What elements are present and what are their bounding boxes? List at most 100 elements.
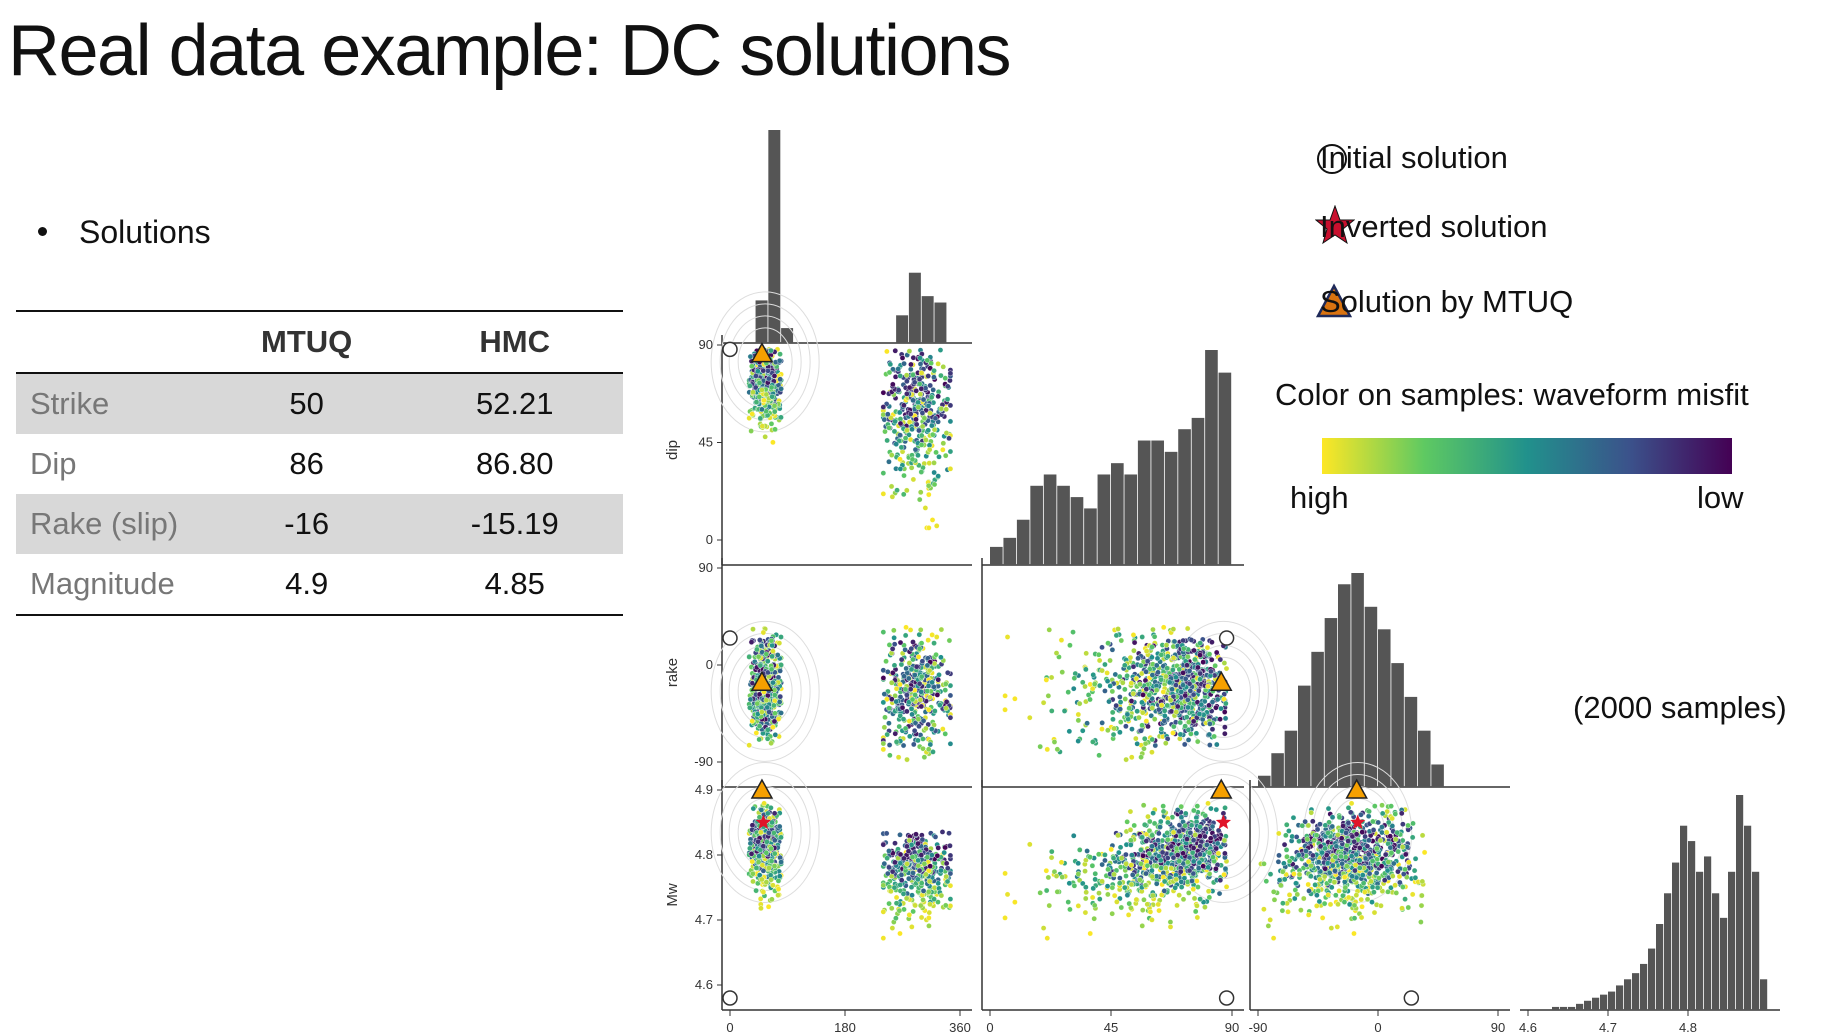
- hmc-value: 4.85: [484, 566, 545, 601]
- sample-point: [893, 894, 900, 901]
- sample-point: [1054, 746, 1061, 753]
- sample-point: [937, 702, 943, 708]
- sample-point: [880, 740, 887, 747]
- sample-point: [1126, 705, 1133, 711]
- sample-point: [938, 405, 945, 412]
- sample-point: [1111, 892, 1118, 899]
- sample-point: [1197, 851, 1203, 858]
- panel-rake-rake: [1250, 573, 1510, 788]
- sample-point: [947, 896, 954, 902]
- sample-point: [1117, 694, 1123, 700]
- sample-point: [774, 652, 781, 658]
- sample-point: [1182, 676, 1189, 682]
- sample-point: [1223, 700, 1229, 707]
- sample-point: [1143, 870, 1149, 877]
- sample-point: [1121, 662, 1128, 669]
- sample-point: [1070, 629, 1076, 635]
- sample-point: [1185, 704, 1191, 711]
- sample-point: [1146, 818, 1153, 825]
- sample-point: [1215, 827, 1222, 834]
- sample-point: [764, 839, 770, 845]
- sample-point: [947, 903, 954, 909]
- sample-point: [1204, 644, 1211, 651]
- sample-point: [1180, 637, 1186, 644]
- sample-point: [891, 635, 897, 641]
- sample-point: [770, 882, 776, 889]
- sample-point: [897, 639, 904, 646]
- sample-point: [902, 435, 909, 441]
- sample-point: [1153, 880, 1160, 887]
- sample-point: [895, 387, 902, 393]
- sample-point: [1149, 832, 1156, 839]
- sample-point: [1184, 653, 1191, 660]
- sample-point: [901, 673, 907, 680]
- sample-point: [1051, 739, 1058, 745]
- sample-point: [1180, 682, 1186, 688]
- sample-point: [1165, 819, 1171, 826]
- sample-point: [1223, 665, 1230, 672]
- sample-point: [1115, 849, 1122, 856]
- sample-point: [909, 696, 916, 703]
- sample-point: [925, 637, 931, 643]
- sample-point: [1208, 656, 1215, 663]
- sample-point: [764, 735, 771, 742]
- sample-point: [943, 873, 949, 880]
- sample-point: [1184, 859, 1191, 865]
- sample-point: [1140, 692, 1146, 698]
- sample-point: [940, 364, 947, 370]
- sample-point: [926, 915, 932, 921]
- sample-point: [1076, 847, 1083, 853]
- sample-point: [1099, 878, 1105, 885]
- histogram-bar: [921, 296, 934, 343]
- sample-point: [931, 460, 937, 466]
- sample-point: [1037, 743, 1043, 750]
- sample-point: [880, 882, 887, 889]
- sample-point: [1076, 700, 1083, 707]
- sample-point: [1137, 876, 1143, 883]
- sample-point: [935, 393, 941, 400]
- sample-point: [915, 404, 922, 411]
- sample-point: [884, 437, 890, 444]
- sample-point: [771, 373, 778, 379]
- y-axis-label: Mw: [664, 883, 681, 906]
- sample-point: [1158, 702, 1165, 709]
- sample-point: [1167, 697, 1174, 704]
- sample-point: [916, 376, 923, 382]
- table-row: Rake (slip) -16 -15.19: [16, 494, 623, 554]
- sample-point: [947, 692, 954, 699]
- sample-point: [1099, 726, 1105, 732]
- histogram-bar: [1364, 606, 1378, 787]
- sample-point: [1089, 862, 1096, 869]
- sample-point: [1075, 903, 1082, 909]
- sample-point: [777, 693, 784, 700]
- sample-point: [893, 739, 900, 745]
- sample-point: [1170, 667, 1176, 673]
- sample-point: [1197, 843, 1203, 849]
- sample-point: [1138, 754, 1144, 760]
- sample-point: [1140, 802, 1147, 809]
- sample-point: [1115, 626, 1121, 632]
- sample-point: [758, 643, 765, 649]
- sample-point: [1200, 659, 1206, 665]
- sample-point: [1141, 745, 1147, 752]
- y-tick-label: 4.7: [695, 912, 713, 927]
- sample-point: [753, 887, 759, 894]
- sample-point: [1205, 888, 1212, 895]
- sample-point: [1131, 639, 1138, 646]
- sample-point: [1327, 901, 1334, 908]
- sample-point: [1178, 845, 1185, 852]
- sample-point: [1131, 822, 1138, 829]
- sample-point: [904, 692, 910, 698]
- sample-point: [768, 384, 775, 391]
- sample-point: [758, 829, 764, 836]
- sample-point: [1221, 837, 1228, 844]
- mtuq-value: 86: [289, 446, 324, 481]
- sample-point: [1222, 724, 1228, 730]
- sample-point: [1133, 735, 1139, 742]
- sample-point: [1180, 850, 1186, 857]
- sample-point: [1207, 835, 1214, 842]
- sample-point: [1196, 859, 1203, 866]
- sample-point: [1340, 892, 1346, 899]
- sample-point: [1125, 716, 1131, 722]
